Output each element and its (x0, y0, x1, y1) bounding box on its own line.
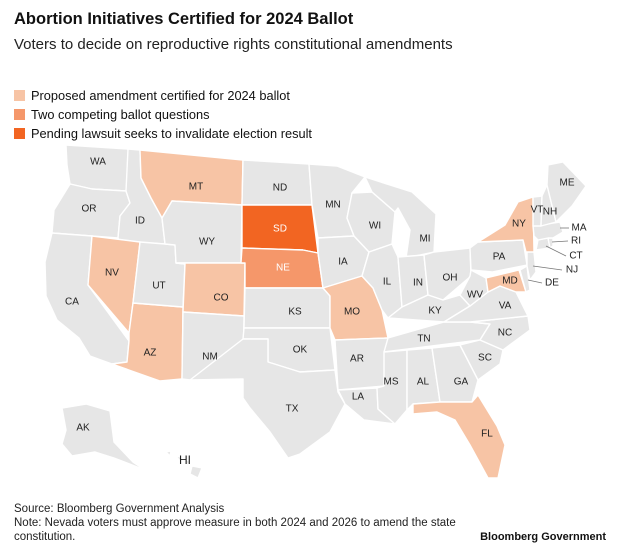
state-label-in: IN (413, 278, 423, 289)
state-label-al: AL (417, 377, 430, 388)
state-label-me: ME (560, 178, 575, 189)
legend-swatch-lawsuit (14, 128, 25, 139)
state-label-de: DE (545, 278, 559, 289)
state-label-ma: MA (572, 223, 587, 234)
state-label-il: IL (383, 277, 392, 288)
legend-label-lawsuit: Pending lawsuit seeks to invalidate elec… (31, 126, 312, 141)
state-hi (165, 450, 203, 479)
state-ks (243, 287, 331, 329)
state-label-mt: MT (189, 182, 203, 193)
state-wa (65, 144, 130, 192)
state-sc (459, 339, 504, 381)
state-label-ky: KY (428, 306, 442, 317)
state-label-ga: GA (454, 377, 469, 388)
brand-logo: Bloomberg Government (480, 531, 606, 543)
state-de (519, 265, 531, 293)
callout-line-de (527, 279, 543, 284)
state-label-ar: AR (350, 354, 364, 365)
state-label-pa: PA (493, 252, 506, 263)
state-label-vt: VT (531, 205, 544, 216)
legend-item-competing: Two competing ballot questions (14, 105, 312, 124)
state-label-va: VA (499, 301, 512, 312)
state-label-or: OR (82, 204, 97, 215)
legend-label-competing: Two competing ballot questions (31, 107, 210, 122)
state-label-ny: NY (512, 219, 526, 230)
legend-item-certified: Proposed amendment certified for 2024 ba… (14, 86, 312, 105)
state-label-nv: NV (105, 268, 119, 279)
state-label-wv: WV (467, 290, 483, 301)
state-label-tn: TN (417, 334, 430, 345)
state-label-sc: SC (478, 353, 492, 364)
state-label-tx: TX (286, 404, 299, 415)
state-label-ks: KS (288, 307, 302, 318)
state-me (546, 161, 587, 223)
state-label-ct: CT (569, 251, 582, 262)
legend-label-certified: Proposed amendment certified for 2024 ba… (31, 88, 290, 103)
state-label-ut: UT (152, 281, 165, 292)
callout-line-nj (532, 265, 563, 271)
source-note: Source: Bloomberg Government Analysis (14, 503, 225, 515)
state-label-az: AZ (144, 348, 157, 359)
state-label-oh: OH (443, 273, 458, 284)
legend-swatch-competing (14, 109, 25, 120)
state-label-ne: NE (276, 263, 290, 274)
state-co (175, 262, 246, 317)
state-tx (189, 338, 346, 459)
callout-line-ct (545, 245, 567, 257)
legend-swatch-certified (14, 90, 25, 101)
state-label-id: ID (135, 216, 145, 227)
state-label-ca: CA (65, 297, 79, 308)
state-label-ia: IA (338, 257, 348, 268)
state-label-nm: NM (202, 352, 218, 363)
state-fl (412, 394, 506, 479)
state-label-co: CO (214, 293, 229, 304)
state-label-mi: MI (419, 234, 430, 245)
footer: Source: Bloomberg Government Analysis No… (14, 502, 484, 544)
state-label-la: LA (352, 392, 365, 403)
state-ak (61, 403, 146, 471)
state-label-wa: WA (90, 157, 106, 168)
chart-title: Abortion Initiatives Certified for 2024 … (14, 10, 354, 28)
state-label-ak: AK (76, 423, 90, 434)
state-mi (364, 176, 437, 259)
state-label-hi: HI (179, 453, 191, 467)
state-label-fl: FL (481, 429, 493, 440)
state-label-sd: SD (273, 224, 287, 235)
state-label-nc: NC (498, 328, 512, 339)
state-label-md: MD (502, 276, 518, 287)
state-md (485, 269, 527, 293)
state-label-wy: WY (199, 237, 215, 248)
state-label-mn: MN (325, 200, 341, 211)
state-label-nh: NH (543, 207, 557, 218)
chart-subtitle: Voters to decide on reproductive rights … (14, 36, 453, 53)
callout-line-ri (551, 240, 569, 243)
state-nj (526, 251, 537, 281)
state-label-ok: OK (293, 345, 308, 356)
state-label-nd: ND (273, 183, 287, 194)
state-label-nj: NJ (566, 265, 578, 276)
footnote: Note: Nevada voters must approve measure… (14, 517, 456, 543)
legend-item-lawsuit: Pending lawsuit seeks to invalidate elec… (14, 124, 312, 143)
legend: Proposed amendment certified for 2024 ba… (14, 86, 312, 143)
state-ga (431, 344, 479, 403)
state-label-mo: MO (344, 307, 360, 318)
state-label-wi: WI (369, 221, 381, 232)
state-label-ms: MS (384, 377, 399, 388)
state-label-ri: RI (571, 236, 581, 247)
